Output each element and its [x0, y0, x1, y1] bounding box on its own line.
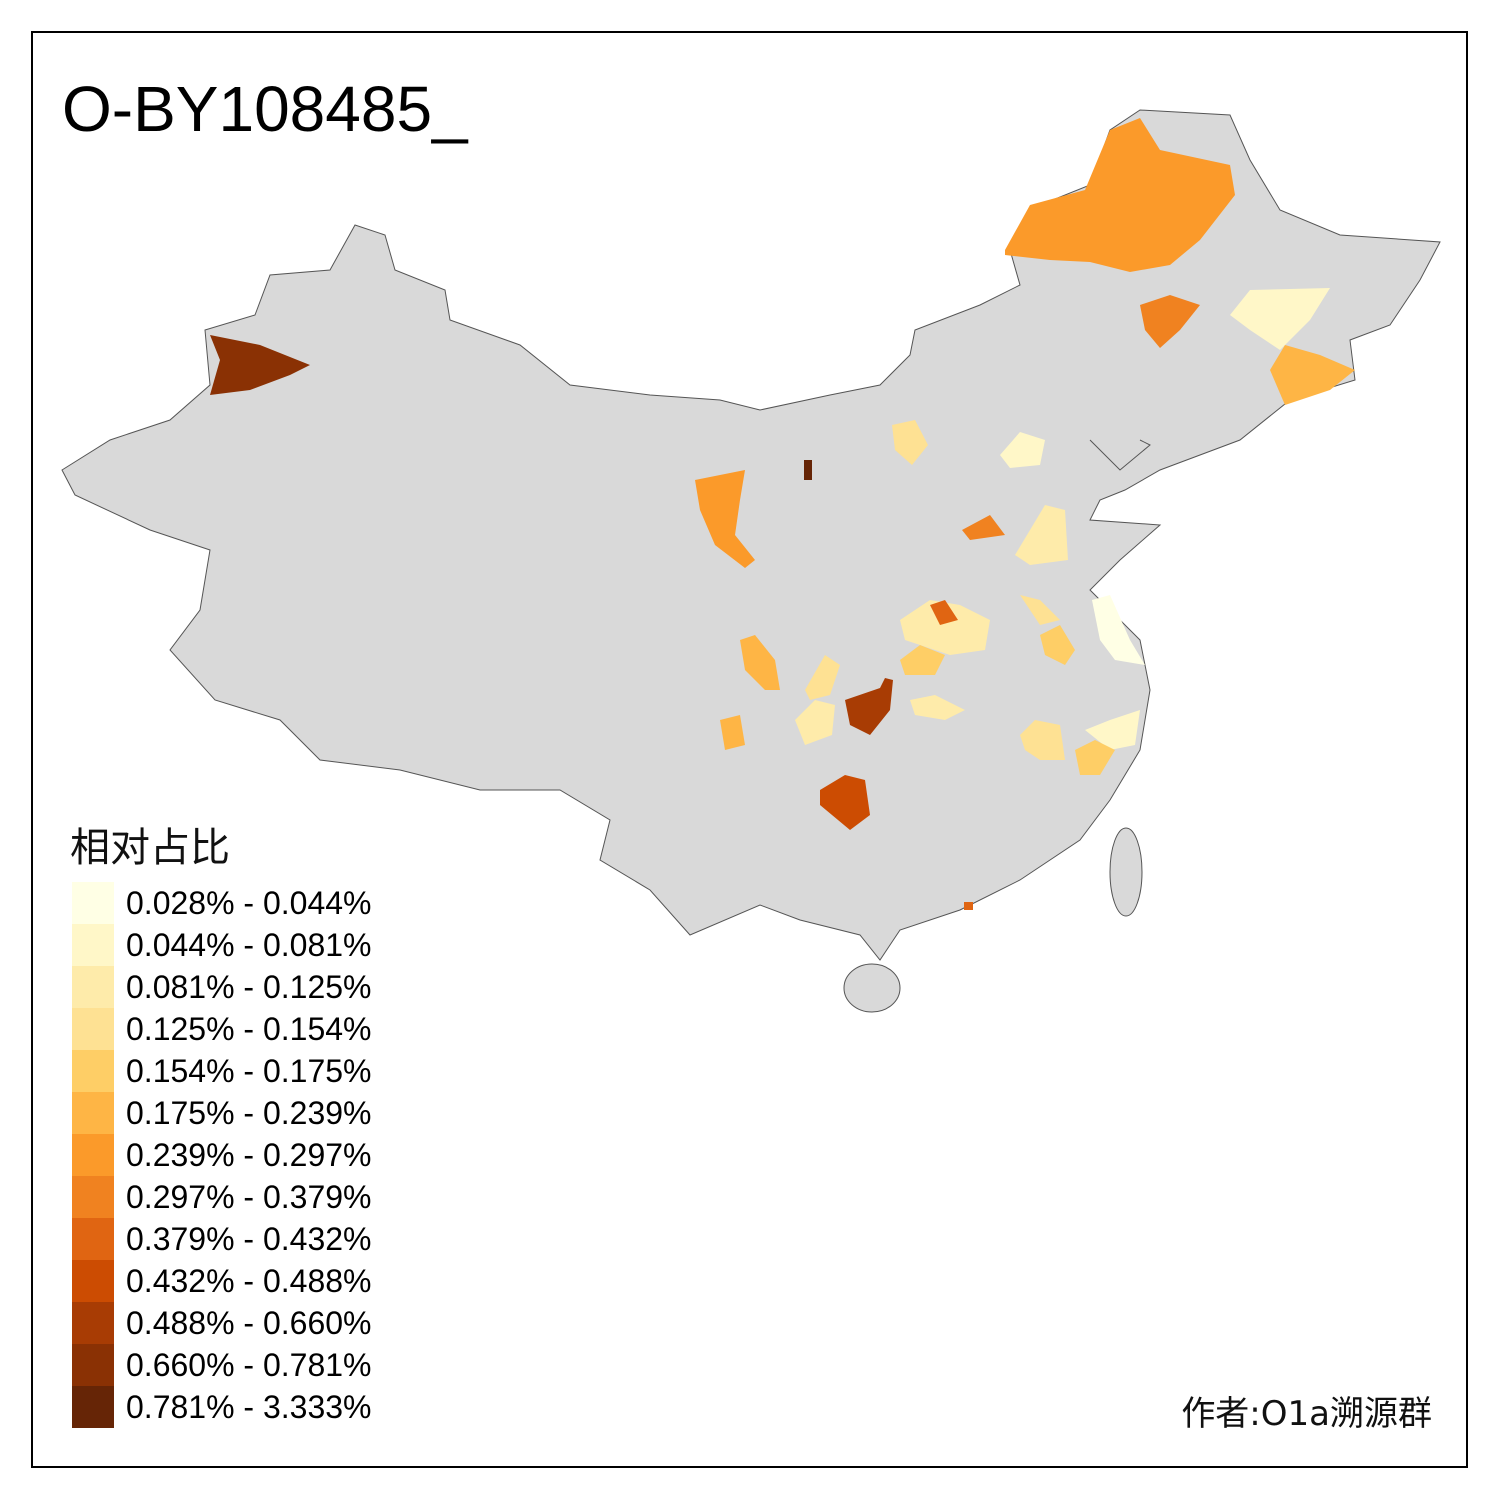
legend-label: 0.660% - 0.781%	[126, 1346, 372, 1383]
legend-swatch	[72, 1302, 114, 1344]
region-sichuan-north	[805, 655, 840, 700]
legend-swatch	[72, 924, 114, 966]
region-shanxi-south	[962, 515, 1005, 540]
region-inner-mongolia-northeast	[1005, 118, 1235, 272]
legend-item: 0.432% - 0.488%	[72, 1260, 372, 1302]
region-jiangxi	[1020, 720, 1065, 760]
legend-item: 0.081% - 0.125%	[72, 966, 372, 1008]
region-henan-west	[930, 600, 958, 625]
legend-label: 0.028% - 0.044%	[126, 884, 372, 921]
legend-label: 0.125% - 0.154%	[126, 1010, 372, 1047]
region-ningxia	[695, 470, 755, 568]
legend-item: 0.379% - 0.432%	[72, 1218, 372, 1260]
region-heilongjiang	[1230, 288, 1330, 350]
taiwan	[1109, 827, 1143, 917]
region-chongqing	[845, 678, 893, 735]
region-jilin-east	[1270, 345, 1355, 405]
region-zhejiang	[1085, 710, 1140, 750]
legend-item: 0.044% - 0.081%	[72, 924, 372, 966]
legend-swatch	[72, 1134, 114, 1176]
region-guizhou	[820, 775, 870, 830]
legend-swatch	[72, 1050, 114, 1092]
region-zhejiang-south	[1075, 740, 1115, 775]
legend-item: 0.125% - 0.154%	[72, 1008, 372, 1050]
region-hunan-west	[910, 695, 965, 720]
region-shanxi-north	[892, 420, 928, 465]
legend-swatch	[72, 966, 114, 1008]
region-yunnan-north	[720, 715, 745, 750]
legend-item: 0.154% - 0.175%	[72, 1050, 372, 1092]
legend-swatch	[72, 1176, 114, 1218]
map-frame	[31, 31, 1468, 1468]
legend-swatch	[72, 1386, 114, 1428]
region-shandong-west	[1015, 505, 1068, 565]
highlighted-regions	[210, 118, 1355, 910]
author-credit: 作者:O1a溯源群	[1181, 1394, 1432, 1434]
region-sichuan-south	[795, 700, 835, 745]
region-sichuan-west	[740, 635, 780, 690]
hainan	[843, 963, 901, 1013]
legend-swatch	[72, 1260, 114, 1302]
legend-label: 0.781% - 3.333%	[126, 1388, 372, 1425]
legend-label: 0.297% - 0.379%	[126, 1178, 372, 1215]
legend-swatch	[72, 882, 114, 924]
legend-item: 0.488% - 0.660%	[72, 1302, 372, 1344]
legend-item: 0.239% - 0.297%	[72, 1134, 372, 1176]
legend-label: 0.488% - 0.660%	[126, 1304, 372, 1341]
legend-title: 相对占比	[70, 825, 230, 871]
region-henan	[900, 600, 990, 655]
region-dot-innermongolia	[804, 460, 812, 480]
region-jiangsu	[1092, 595, 1145, 665]
legend-swatch	[72, 1092, 114, 1134]
legend-item: 0.660% - 0.781%	[72, 1344, 372, 1386]
legend-item: 0.175% - 0.239%	[72, 1092, 372, 1134]
region-xinjiang-west	[210, 335, 310, 395]
legend-swatch	[72, 1344, 114, 1386]
legend-item: 0.297% - 0.379%	[72, 1176, 372, 1218]
region-guangdong-dot	[964, 902, 973, 910]
region-anhui-north	[1020, 595, 1060, 625]
legend-swatch	[72, 1008, 114, 1050]
region-beijing	[1000, 432, 1045, 468]
map-title: O-BY108485_	[62, 73, 468, 145]
region-jilin	[1140, 295, 1200, 348]
legend-swatch	[72, 1218, 114, 1260]
legend-label: 0.239% - 0.297%	[126, 1136, 372, 1173]
legend-label: 0.175% - 0.239%	[126, 1094, 372, 1131]
region-anhui	[1040, 625, 1075, 665]
legend-label: 0.379% - 0.432%	[126, 1220, 372, 1257]
legend-label: 0.154% - 0.175%	[126, 1052, 372, 1089]
legend-label: 0.081% - 0.125%	[126, 968, 372, 1005]
china-mainland	[61, 109, 1441, 961]
legend-label: 0.044% - 0.081%	[126, 926, 372, 963]
region-hubei	[900, 645, 945, 675]
legend: 0.028% - 0.044% 0.044% - 0.081% 0.081% - 0…	[72, 882, 372, 1428]
legend-item: 0.028% - 0.044%	[72, 882, 372, 924]
legend-item: 0.781% - 3.333%	[72, 1386, 372, 1428]
legend-label: 0.432% - 0.488%	[126, 1262, 372, 1299]
